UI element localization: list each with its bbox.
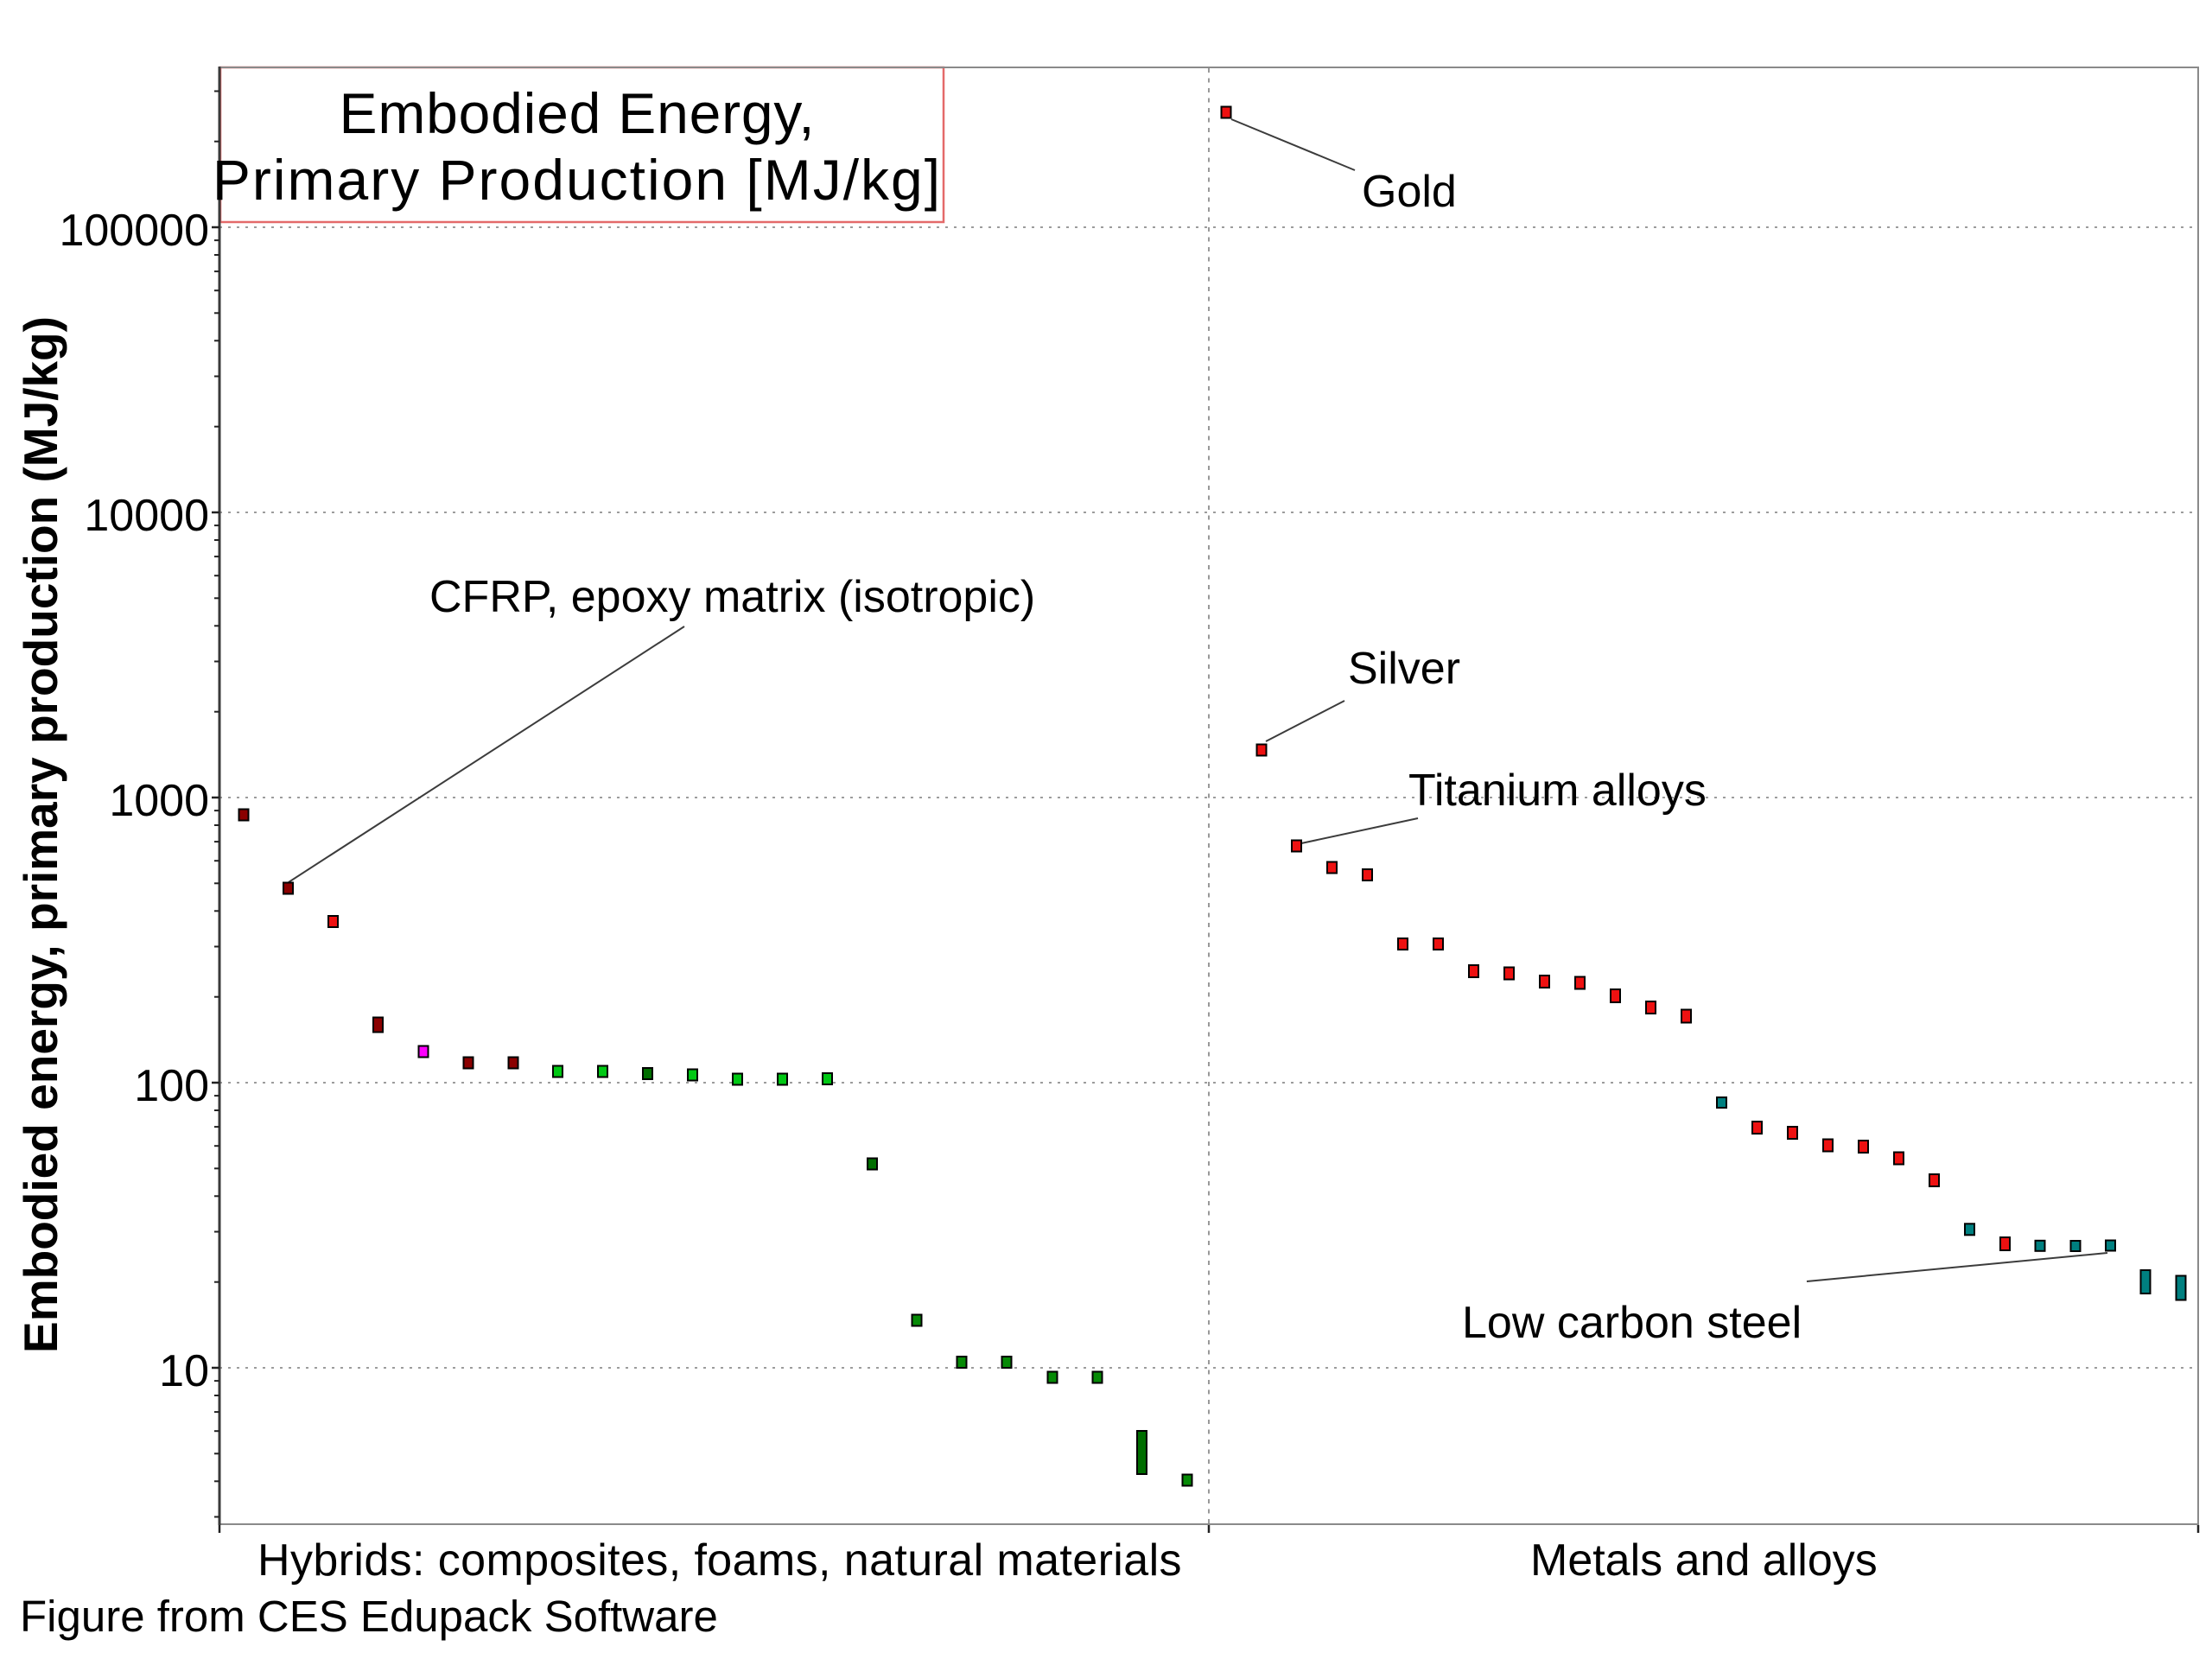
- svg-text:100000: 100000: [59, 206, 209, 256]
- svg-text:Primary Production [MJ/kg]: Primary Production [MJ/kg]: [213, 148, 942, 212]
- svg-text:CFRP, epoxy matrix (isotropic): CFRP, epoxy matrix (isotropic): [429, 572, 1035, 622]
- svg-text:Hybrids: composites, foams, na: Hybrids: composites, foams, natural mate…: [257, 1535, 1182, 1586]
- svg-text:Gold: Gold: [1362, 167, 1457, 217]
- svg-text:10000: 10000: [84, 491, 209, 541]
- svg-text:1000: 1000: [109, 776, 209, 826]
- svg-text:Embodied energy, primary produ: Embodied energy, primary production (MJ/…: [14, 316, 67, 1353]
- svg-text:100: 100: [134, 1061, 209, 1111]
- svg-text:Titanium alloys: Titanium alloys: [1408, 766, 1707, 816]
- svg-text:Figure from CES Edupack Softwa: Figure from CES Edupack Software: [20, 1592, 718, 1641]
- svg-text:10: 10: [159, 1346, 209, 1396]
- svg-text:Silver: Silver: [1348, 644, 1460, 694]
- svg-text:Metals and alloys: Metals and alloys: [1530, 1535, 1878, 1586]
- svg-text:Embodied Energy,: Embodied Energy,: [340, 81, 816, 145]
- svg-text:Low carbon steel: Low carbon steel: [1462, 1298, 1802, 1348]
